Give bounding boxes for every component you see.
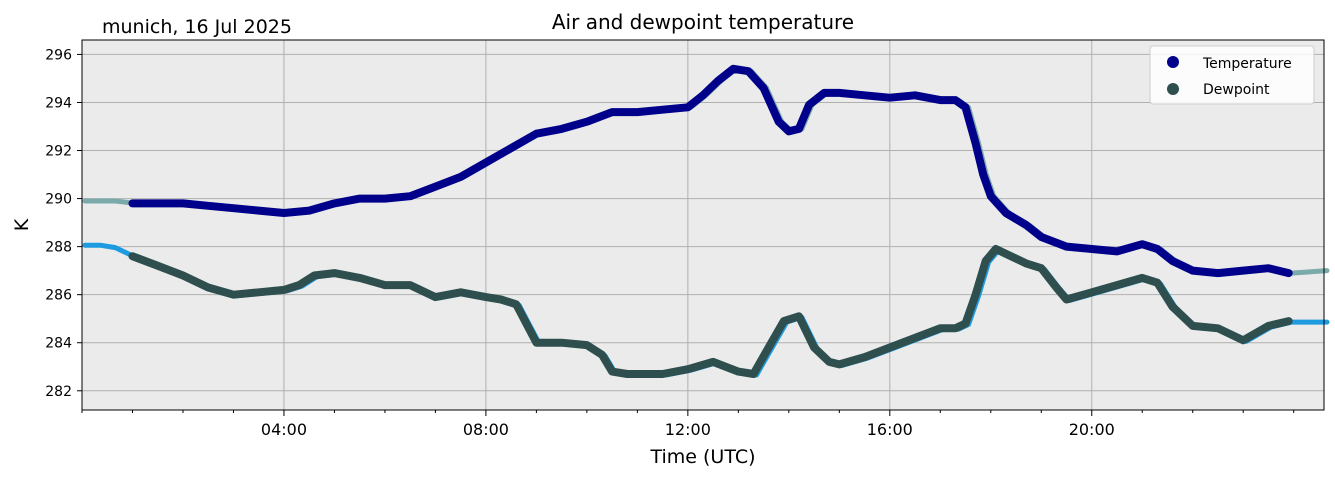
- plot-frame: [81, 39, 1325, 411]
- x-ticks: 04:00 08:00 12:00 16:00 20:00: [81, 410, 1295, 439]
- y-tick-label: 282: [45, 384, 72, 400]
- y-tick-label: 286: [45, 288, 72, 304]
- x-tick-label: 08:00: [463, 420, 509, 439]
- plot-background: [82, 40, 1324, 410]
- temperature-line: [128, 64, 1293, 278]
- y-tick-label: 288: [45, 240, 72, 256]
- x-tick-label: 12:00: [665, 420, 711, 439]
- legend: Temperature Dewpoint: [1149, 45, 1315, 105]
- y-tick-label: 284: [45, 336, 72, 352]
- series: [128, 64, 1293, 378]
- y-tick-label: 290: [45, 192, 72, 208]
- x-tick-label: 16:00: [867, 420, 913, 439]
- legend-temperature-marker: [1167, 56, 1179, 68]
- chart-subtitle: munich, 16 Jul 2025: [102, 16, 292, 38]
- chart-title: Air and dewpoint temperature: [552, 10, 854, 34]
- dewpoint-line: [128, 245, 1293, 378]
- legend-temperature-label: Temperature: [1202, 56, 1292, 72]
- x-axis-label: Time (UTC): [649, 446, 755, 468]
- y-ticks: 282 284 286 288 290 292 294 296: [45, 47, 82, 400]
- grid: [82, 40, 1324, 410]
- legend-box: [1149, 45, 1315, 105]
- x-tick-label: 04:00: [261, 420, 307, 439]
- legend-dewpoint-label: Dewpoint: [1203, 82, 1270, 98]
- legend-dewpoint-marker: [1167, 83, 1179, 95]
- y-tick-label: 292: [45, 144, 72, 160]
- x-tick-label: 20:00: [1069, 420, 1115, 439]
- y-tick-label: 294: [45, 95, 72, 111]
- y-tick-label: 296: [45, 47, 72, 63]
- y-axis-label: K: [11, 218, 33, 231]
